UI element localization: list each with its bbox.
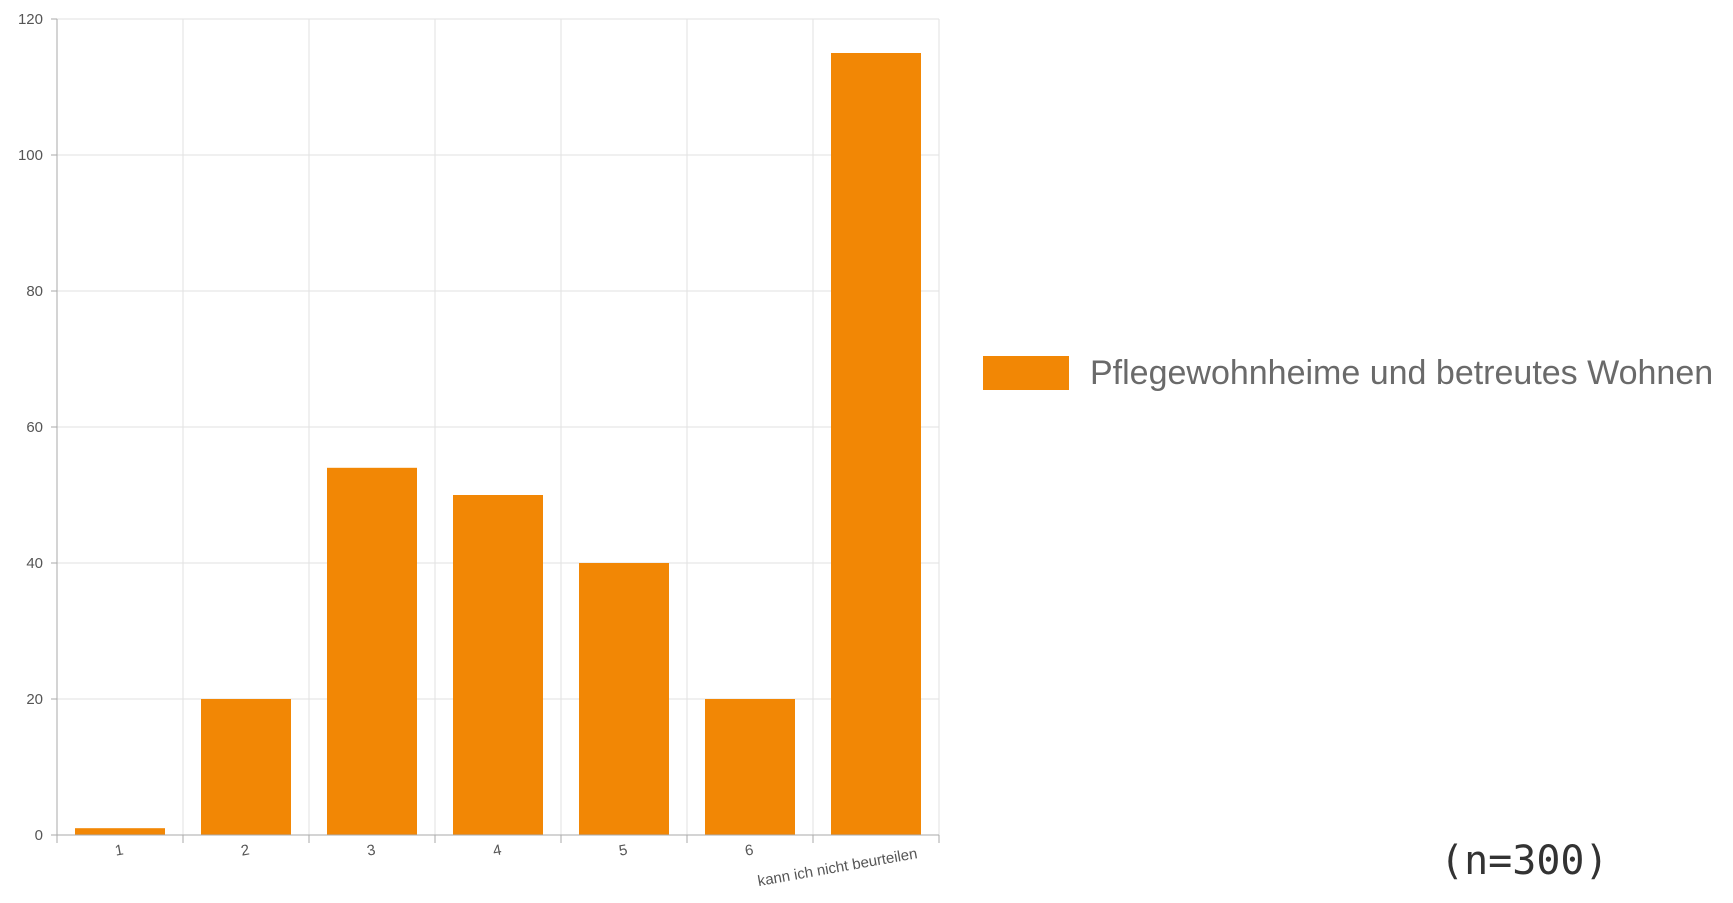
sample-size-note: (n=300) (1440, 838, 1609, 884)
bar (201, 699, 291, 835)
bar (327, 467, 417, 835)
bar (579, 563, 669, 835)
bars (75, 53, 921, 835)
y-tick-label: 20 (26, 691, 43, 708)
x-tick-label: 6 (744, 841, 755, 859)
y-tick-label: 120 (18, 11, 43, 28)
gridlines (57, 18, 940, 835)
legend-label: Pflegewohnheime und betreutes Wohnen (1090, 354, 1713, 392)
y-axis-tick-labels: 0 20 40 60 80 100 120 (18, 11, 43, 844)
bar (75, 828, 165, 835)
x-tick-label: 3 (366, 841, 377, 859)
y-tick-label: 60 (26, 419, 43, 436)
bar (831, 53, 921, 835)
bar (453, 495, 543, 835)
x-tick-label: 2 (240, 841, 251, 859)
y-tick-label: 100 (18, 147, 43, 164)
x-tick-label: kann ich nicht beurteilen (756, 845, 918, 890)
x-tick-label: 4 (492, 841, 503, 859)
x-tick-label: 1 (114, 841, 125, 859)
x-axis-tick-labels: 1 2 3 4 5 6 kann ich nicht beurteilen (114, 841, 919, 890)
y-tick-label: 0 (35, 827, 43, 844)
legend: Pflegewohnheime und betreutes Wohnen (983, 354, 1713, 392)
bar (705, 699, 795, 835)
y-tick-label: 40 (26, 555, 43, 572)
legend-swatch (983, 356, 1069, 390)
x-tick-label: 5 (618, 841, 629, 859)
axes (51, 18, 940, 843)
y-tick-label: 80 (26, 283, 43, 300)
